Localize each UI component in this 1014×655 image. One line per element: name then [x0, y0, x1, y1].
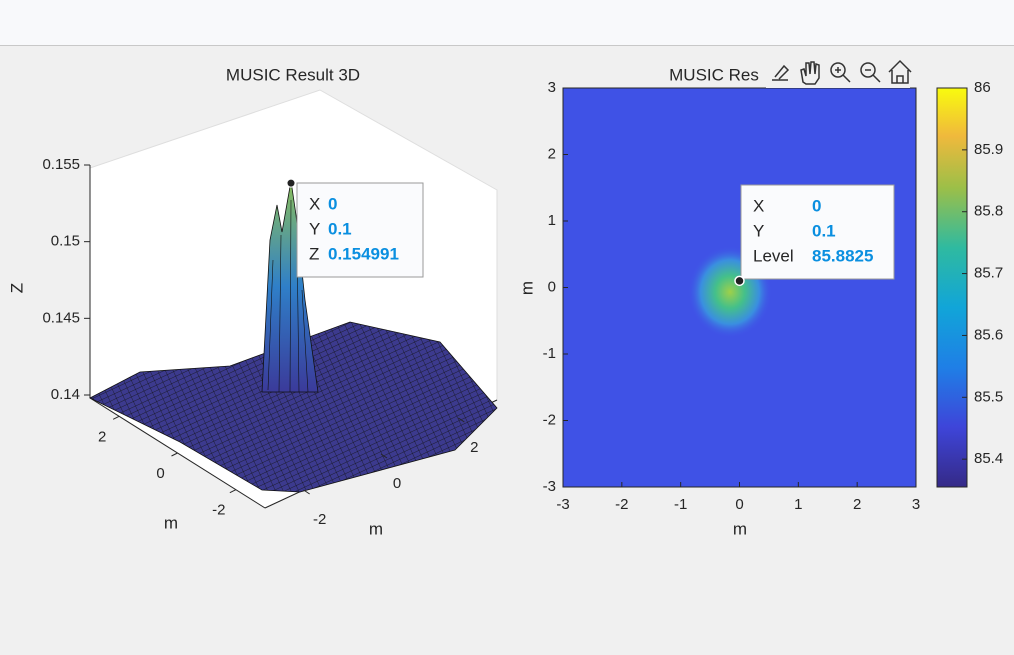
- datatip-box: [740, 184, 895, 280]
- datatip-value: 0.1: [812, 221, 836, 240]
- y-tick-label-3d: 2: [98, 428, 106, 445]
- brush-icon[interactable]: [772, 64, 790, 81]
- datatip-label: Z: [309, 244, 319, 263]
- datatip-point: [286, 178, 296, 188]
- datatip-label: Y: [309, 219, 320, 238]
- datatip-value: 0.154991: [328, 244, 399, 263]
- z-tick-label: 0.145: [42, 309, 80, 326]
- y-tick-label-3d: -2: [212, 502, 225, 519]
- y-tick-label: -2: [543, 411, 556, 428]
- colorbar-tick-label: 85.5: [974, 388, 1003, 405]
- colorbar: [936, 87, 968, 488]
- datatip-value: 85.8825: [812, 246, 873, 265]
- x-tick-label: -3: [556, 496, 569, 513]
- z-tick-label: 0.14: [51, 386, 80, 403]
- y-tick-label: -3: [543, 478, 556, 495]
- y-label-2d: m: [517, 281, 536, 295]
- x-tick-label: 0: [735, 496, 743, 513]
- y-tick-label: 2: [548, 145, 556, 162]
- z-label: Z: [7, 283, 26, 293]
- x-tick-label: -2: [615, 496, 628, 513]
- datatip-label: Level: [753, 246, 794, 265]
- x-tick-label: 2: [853, 496, 861, 513]
- datatip-point: [734, 275, 745, 287]
- z-tick-label: 0.15: [51, 233, 80, 250]
- y-label-3d: m: [164, 513, 178, 532]
- datatip-label: Y: [753, 221, 764, 240]
- x-tick-label-3d: 2: [470, 439, 478, 456]
- z-tick-label: 0.155: [42, 156, 80, 173]
- colorbar-tick-label: 85.6: [974, 326, 1003, 343]
- datatip: X 0Y 0.1 Z 0.154991: [296, 182, 424, 278]
- home-icon[interactable]: [888, 59, 912, 84]
- datatip-value: 0: [812, 196, 821, 215]
- x-tick-3d: [458, 417, 465, 423]
- plot3d-title: MUSIC Result 3D: [226, 65, 360, 84]
- x-tick-label: 3: [912, 496, 920, 513]
- pan-icon[interactable]: [800, 61, 820, 85]
- datatip: X 0 Y 0.1 Level 85.8825: [740, 184, 895, 280]
- axes-toolbar[interactable]: [766, 59, 912, 88]
- datatip-value: 0: [328, 194, 337, 213]
- colorbar-tick-label: 85.9: [974, 141, 1003, 158]
- x-tick-label: -1: [674, 496, 687, 513]
- plot2d-title: MUSIC Res: [669, 65, 759, 84]
- zoom-in-icon[interactable]: [830, 62, 846, 78]
- surface: [89, 321, 498, 493]
- y-tick-label: 3: [548, 79, 556, 96]
- datatip-box: [296, 182, 424, 278]
- datatip-value: 0.1: [328, 219, 352, 238]
- x-tick-3d: [380, 453, 388, 459]
- colorbar-tick-label: 85.7: [974, 265, 1003, 282]
- x-tick-label: 1: [794, 496, 802, 513]
- x-label-2d: m: [733, 519, 747, 538]
- x-label-3d: m: [369, 519, 383, 538]
- x-tick-label-3d: 0: [393, 475, 401, 492]
- y-tick-label: -1: [543, 345, 556, 362]
- x-tick-3d: [303, 489, 310, 495]
- y-tick-3d: [112, 415, 120, 420]
- colorbar-tick-label: 86: [974, 79, 991, 96]
- y-tick-label: 1: [548, 212, 556, 229]
- top-bar: [0, 0, 1014, 45]
- colorbar-tick-label: 85.4: [974, 450, 1003, 467]
- x-tick-label-3d: -2: [313, 511, 326, 528]
- y-tick-label-3d: 0: [156, 465, 164, 482]
- datatip-label: X: [309, 194, 320, 213]
- surface-mesh: [267, 199, 309, 393]
- y-tick-3d: [229, 489, 237, 494]
- zoom-out-icon[interactable]: [860, 62, 876, 78]
- colorbar-tick-label: 85.8: [974, 203, 1003, 220]
- y-tick-label: 0: [548, 278, 556, 295]
- y-tick-3d: [171, 452, 178, 457]
- datatip-label: X: [753, 196, 764, 215]
